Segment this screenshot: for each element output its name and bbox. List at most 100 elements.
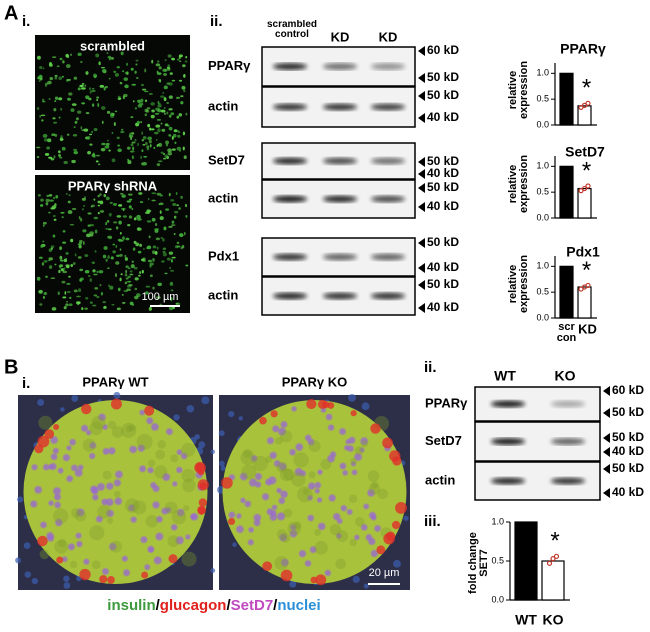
cell-signal [157, 100, 160, 105]
cell-signal [116, 136, 120, 140]
cell-texture [124, 498, 140, 513]
cell-signal [103, 305, 107, 309]
islet-nucleus [360, 437, 368, 446]
cell-signal [96, 295, 100, 299]
islet-nucleus [69, 438, 76, 446]
cell-signal [168, 108, 173, 111]
alpha-cell [221, 477, 233, 489]
cell-signal [45, 198, 51, 203]
cell-signal [163, 152, 165, 156]
alpha-cell [350, 410, 357, 417]
islet-nucleus [129, 445, 137, 454]
cell-signal [170, 289, 174, 292]
cell-signal [103, 246, 108, 250]
cell-signal [185, 203, 188, 208]
cell-signal [163, 107, 166, 109]
cell-signal [169, 72, 173, 75]
blot [261, 179, 416, 219]
cell-signal [125, 237, 130, 241]
marker-arrow [603, 433, 610, 443]
islet-nucleus [345, 439, 351, 445]
islet-nucleus [50, 436, 58, 444]
cell-signal [58, 150, 61, 154]
cell-signal [67, 210, 73, 215]
cell-texture [89, 421, 103, 436]
cell-texture [164, 501, 178, 515]
alpha-cell [44, 429, 55, 439]
cell-signal [41, 262, 45, 266]
cell-signal [86, 233, 91, 238]
nucleus [238, 416, 243, 421]
cell-signal [46, 194, 50, 197]
nucleus [352, 575, 360, 583]
cell-signal [71, 207, 77, 211]
replicate-point [585, 100, 591, 106]
islet-nucleus [106, 509, 114, 518]
cell-signal [142, 248, 145, 250]
cell-signal [56, 65, 60, 68]
cell-signal [85, 71, 89, 75]
islet-nucleus [289, 529, 298, 538]
cell-signal [42, 67, 45, 70]
islet-nucleus [336, 533, 342, 539]
cell-signal [66, 133, 70, 136]
cell-signal [53, 218, 57, 221]
cell-signal [168, 126, 173, 131]
cell-signal [43, 260, 48, 263]
islet-nucleus [370, 549, 378, 558]
islet-nucleus [346, 509, 353, 515]
cell-texture [314, 529, 322, 536]
cell-texture [349, 538, 357, 547]
cell-signal [119, 277, 122, 282]
alpha-cell [53, 424, 60, 431]
islet-nucleus [253, 519, 261, 527]
islet-nucleus [102, 568, 109, 575]
marker-arrow [418, 46, 425, 56]
blot-column-label-box: scrambled control [267, 20, 317, 40]
cell-texture [181, 551, 197, 567]
cell-signal [48, 259, 50, 262]
cell-texture [132, 500, 147, 515]
caption-part: / [156, 597, 161, 614]
islet-nucleus [66, 475, 73, 482]
cell-texture [265, 456, 272, 463]
cell-texture [308, 440, 321, 453]
islet-nucleus [121, 555, 128, 562]
cell-signal [39, 65, 43, 69]
cell-signal [184, 60, 188, 63]
blot-label: Pdx1 [208, 248, 239, 263]
cell-texture [154, 465, 168, 479]
cell-signal [68, 275, 71, 278]
cell-signal [154, 222, 158, 227]
blot-band [323, 103, 357, 111]
islet-nucleus [54, 501, 61, 509]
cell-signal [36, 155, 40, 159]
bar [577, 187, 592, 219]
cell-signal [137, 99, 141, 104]
cell-signal [159, 202, 164, 206]
cell-signal [65, 193, 68, 195]
cell-signal [162, 91, 165, 94]
cell-signal [52, 234, 56, 238]
cell-signal [132, 247, 136, 251]
cell-texture [71, 508, 81, 518]
cell-signal [118, 204, 123, 207]
alpha-cell [383, 532, 395, 545]
cell-signal [89, 87, 91, 91]
cell-signal [67, 97, 71, 101]
cell-texture [275, 437, 283, 445]
alpha-cell [197, 505, 206, 515]
cell-signal [100, 147, 106, 152]
cell-signal [83, 128, 89, 132]
marker-arrow [418, 202, 425, 212]
cell-signal [120, 130, 125, 134]
blot-band [371, 253, 405, 261]
cell-signal [40, 114, 46, 117]
cell-signal [89, 278, 93, 282]
cell-signal [42, 133, 48, 138]
cell-signal [65, 252, 69, 255]
cell-signal [58, 269, 61, 274]
cell-signal [119, 253, 123, 257]
cell-signal [130, 116, 134, 118]
significance-mark: * [582, 257, 591, 284]
